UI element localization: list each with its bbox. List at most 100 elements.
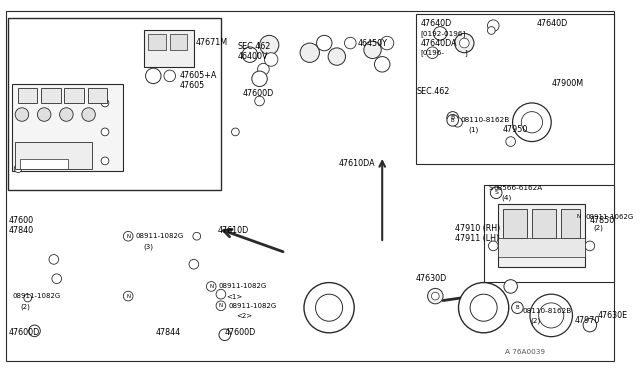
Circle shape [380,36,394,50]
Text: (2): (2) [20,304,30,310]
Circle shape [490,187,502,199]
Text: 08110-8162B: 08110-8162B [460,117,509,124]
Circle shape [82,108,95,121]
Circle shape [255,96,264,106]
Circle shape [530,294,572,337]
Circle shape [164,70,175,82]
Text: 47910 (RH): 47910 (RH) [454,224,500,233]
Text: 08110-8162B: 08110-8162B [522,308,572,314]
Circle shape [124,231,133,241]
Circle shape [14,165,22,173]
Text: 08911-1082G: 08911-1082G [228,303,277,309]
Bar [170,34,187,50]
Circle shape [522,112,543,133]
Text: 47970: 47970 [575,316,600,325]
Text: S: S [494,190,498,195]
Bar [143,31,194,67]
Text: 47840: 47840 [8,226,33,235]
Text: B: B [516,305,519,310]
Circle shape [447,112,458,123]
Circle shape [454,33,474,53]
Text: 47950: 47950 [503,125,528,135]
Text: 08566-6162A: 08566-6162A [493,185,543,191]
Circle shape [344,37,356,49]
Bar [41,89,61,103]
Bar [561,209,580,238]
Bar [484,185,614,282]
Text: 47640D: 47640D [421,19,452,28]
Circle shape [431,292,439,300]
Text: 47640D: 47640D [537,19,568,28]
Text: <1>: <1> [227,294,243,300]
Circle shape [300,43,319,62]
Text: B: B [451,115,455,120]
Bar [65,89,84,103]
Text: 08911-1082G: 08911-1082G [136,233,184,239]
Circle shape [488,20,499,32]
Text: N: N [219,303,223,308]
Circle shape [101,157,109,165]
Text: 47610DA: 47610DA [339,159,376,168]
Text: 47600D: 47600D [8,328,40,337]
Circle shape [504,280,517,293]
Circle shape [460,38,469,48]
Bar [18,89,37,103]
Bar [532,209,556,238]
Text: N: N [576,214,580,219]
Text: 08911-1062G: 08911-1062G [586,214,634,220]
Text: SEC.462: SEC.462 [416,87,449,96]
Bar [15,142,92,169]
Text: 47600: 47600 [8,216,33,225]
Text: SEC.462: SEC.462 [237,42,271,51]
Bar [503,209,527,238]
Text: 47600D: 47600D [225,328,256,337]
Circle shape [49,254,59,264]
Bar [8,18,221,190]
Circle shape [264,53,278,66]
Circle shape [193,232,200,240]
Circle shape [427,47,438,58]
Bar [498,204,585,267]
Text: (1): (1) [468,127,479,133]
Circle shape [124,291,133,301]
Text: 47610D: 47610D [218,226,249,235]
Text: B: B [451,118,454,123]
Text: [0192-0196]: [0192-0196] [421,30,466,37]
Circle shape [258,63,269,75]
Circle shape [447,115,458,126]
Circle shape [511,302,524,314]
Circle shape [216,289,226,299]
Circle shape [488,27,495,34]
Text: 47671M: 47671M [196,38,228,46]
Circle shape [583,318,596,332]
Text: 47630E: 47630E [598,311,628,320]
Circle shape [242,47,258,62]
Circle shape [101,128,109,136]
Bar [88,89,107,103]
Text: S: S [488,185,493,191]
Text: (4): (4) [501,194,511,201]
Text: A 76A0039: A 76A0039 [505,349,545,355]
Text: N: N [126,234,131,239]
Circle shape [585,241,595,251]
Circle shape [216,301,226,311]
Text: 47630D: 47630D [416,274,447,283]
Circle shape [539,303,564,328]
Text: (2): (2) [530,318,540,324]
Text: 08911-1082G: 08911-1082G [219,283,268,289]
Circle shape [316,294,342,321]
Bar [20,159,68,169]
Circle shape [364,41,381,58]
Text: 47605: 47605 [179,81,205,90]
Circle shape [317,35,332,51]
Circle shape [374,57,390,72]
Circle shape [232,128,239,136]
Circle shape [52,274,61,283]
Circle shape [24,294,31,302]
Bar [12,84,124,170]
Text: 47900M: 47900M [551,79,583,88]
Circle shape [573,212,584,222]
Circle shape [452,118,462,127]
Text: N: N [126,294,131,299]
Bar [416,14,614,164]
